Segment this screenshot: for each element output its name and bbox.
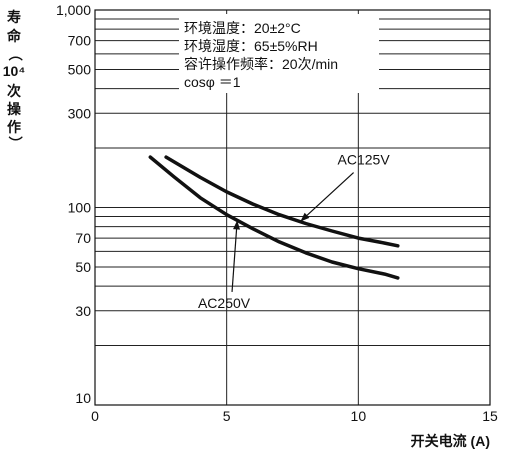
y-axis-label: 寿命 （ 10⁴ 次操作） — [3, 9, 26, 150]
condition-humidity: 环境湿度：65±5%RH — [184, 38, 318, 54]
annotation-arrowhead — [233, 220, 241, 230]
x-axis-label: 开关电流 (A) — [411, 433, 490, 449]
annotation-arrowhead — [300, 212, 310, 222]
y-label-char: 作 — [7, 119, 21, 135]
y-tick-label: 300 — [68, 105, 92, 121]
annotation-label: AC125V — [338, 152, 391, 168]
condition-frequency: 容许操作频率：20次/min — [184, 56, 338, 72]
grid-lines — [95, 9, 490, 405]
plot-frame — [94, 9, 491, 406]
y-label-char: （ — [7, 47, 23, 61]
series-annotations: AC125V AC250V — [198, 152, 390, 311]
y-label-char: 操 — [7, 101, 22, 117]
y-label-char: 次 — [7, 83, 21, 99]
x-tick-label: 5 — [223, 408, 231, 424]
x-tick-label: 10 — [351, 408, 367, 424]
conditions-box: 环境温度：20±2°C 环境湿度：65±5%RH 容许操作频率：20次/min … — [179, 14, 379, 93]
series-line — [164, 155, 400, 248]
y-tick-label: 50 — [75, 259, 91, 275]
y-tick-label: 70 — [75, 230, 91, 246]
y-label-char: 命 — [6, 28, 22, 44]
y-tick-label: 500 — [68, 61, 92, 77]
series-line — [148, 155, 400, 280]
y-tick-label: 100 — [68, 200, 92, 216]
y-label-char: 10⁴ — [3, 63, 26, 79]
conditions-background — [179, 14, 379, 93]
x-tick-labels: 0 5 10 15 — [91, 408, 498, 424]
y-tick-label: 10 — [75, 390, 91, 406]
x-tick-label: 0 — [91, 408, 99, 424]
y-tick-label: 700 — [68, 33, 92, 49]
annotation-leader — [299, 172, 355, 222]
annotation-leader — [231, 220, 238, 292]
y-tick-labels: 1,000 700 500 300 100 70 50 30 10 — [56, 2, 91, 406]
y-label-char: 寿 — [7, 9, 21, 25]
y-label-char: ） — [7, 136, 23, 150]
series-lines — [148, 155, 400, 280]
annotation-label: AC250V — [198, 295, 251, 311]
condition-power-factor: cosφ ＝1 — [184, 74, 241, 90]
y-tick-label: 30 — [75, 303, 91, 319]
y-tick-label: 1,000 — [56, 2, 91, 18]
x-tick-label: 15 — [482, 408, 498, 424]
condition-temperature: 环境温度：20±2°C — [184, 20, 301, 36]
